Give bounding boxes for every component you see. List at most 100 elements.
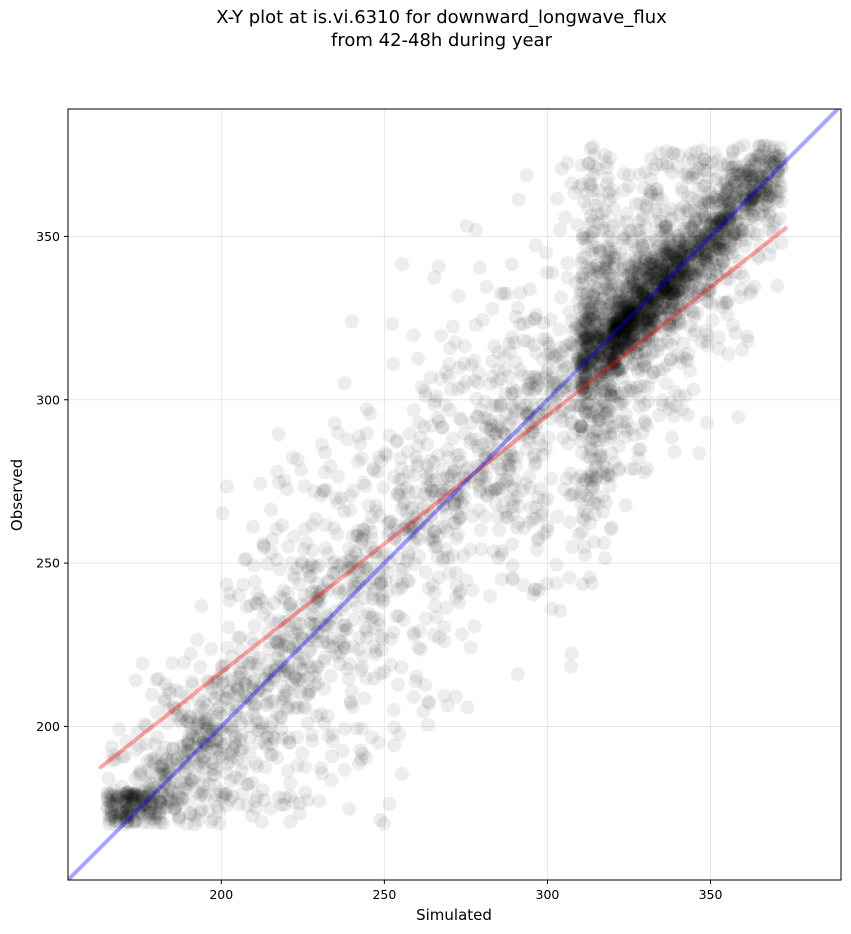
scatter-point bbox=[587, 352, 602, 367]
scatter-point bbox=[655, 393, 670, 407]
scatter-point bbox=[704, 227, 718, 242]
scatter-point bbox=[598, 551, 613, 566]
scatter-point bbox=[650, 295, 664, 310]
scatter-point bbox=[584, 386, 599, 401]
scatter-point bbox=[671, 268, 686, 283]
scatter-point bbox=[571, 180, 586, 195]
scatter-point bbox=[418, 678, 433, 692]
scatter-point bbox=[231, 680, 246, 695]
scatter-point bbox=[606, 381, 621, 396]
scatter-point bbox=[705, 243, 720, 258]
scatter-point bbox=[406, 403, 421, 418]
scatter-point bbox=[305, 733, 320, 748]
scatter-point bbox=[734, 223, 749, 238]
scatter-point bbox=[242, 730, 257, 745]
scatter-point bbox=[573, 354, 588, 369]
scatter-point bbox=[662, 401, 677, 416]
scatter-point bbox=[676, 199, 691, 214]
scatter-point bbox=[632, 259, 647, 274]
scatter-point bbox=[406, 328, 421, 343]
scatter-point bbox=[618, 279, 633, 294]
scatter-point bbox=[645, 320, 660, 335]
scatter-point bbox=[760, 195, 775, 209]
scatter-point bbox=[660, 334, 675, 349]
scatter-point bbox=[472, 472, 487, 487]
scatter-point bbox=[755, 165, 770, 180]
scatter-point bbox=[135, 807, 150, 822]
scatter-point bbox=[634, 315, 649, 330]
scatter-point bbox=[603, 245, 618, 260]
scatter-point bbox=[656, 267, 671, 282]
scatter-point bbox=[609, 315, 624, 330]
scatter-point bbox=[582, 295, 597, 310]
scatter-point bbox=[164, 754, 179, 769]
scatter-point bbox=[149, 751, 164, 766]
scatter-point bbox=[133, 764, 148, 778]
scatter-point bbox=[662, 318, 677, 333]
scatter-point bbox=[683, 244, 698, 259]
scatter-point bbox=[355, 721, 369, 736]
scatter-point bbox=[611, 295, 625, 310]
scatter-point bbox=[724, 209, 739, 224]
scatter-point bbox=[334, 602, 349, 617]
scatter-point bbox=[369, 504, 384, 519]
scatter-point bbox=[655, 269, 670, 284]
scatter-point bbox=[665, 286, 679, 301]
scatter-point bbox=[698, 227, 713, 242]
scatter-point bbox=[402, 426, 417, 441]
scatter-point bbox=[583, 216, 598, 231]
scatter-point bbox=[320, 709, 335, 723]
scatter-point bbox=[497, 362, 512, 377]
scatter-point bbox=[581, 311, 596, 326]
scatter-point bbox=[624, 289, 639, 304]
scatter-point bbox=[330, 527, 345, 542]
scatter-point bbox=[635, 238, 650, 253]
scatter-point bbox=[151, 671, 166, 686]
scatter-point bbox=[475, 312, 490, 327]
scatter-point bbox=[565, 324, 580, 338]
scatter-point bbox=[616, 166, 631, 181]
scatter-point bbox=[623, 324, 638, 339]
scatter-point bbox=[631, 303, 646, 318]
scatter-point bbox=[671, 245, 686, 260]
x-tick-label: 350 bbox=[699, 887, 723, 902]
scatter-point bbox=[304, 629, 319, 644]
scatter-point bbox=[584, 576, 599, 591]
scatter-point bbox=[632, 328, 647, 343]
scatter-point bbox=[690, 244, 705, 259]
scatter-point bbox=[604, 354, 619, 369]
scatter-point bbox=[596, 457, 611, 472]
scatter-point bbox=[364, 730, 379, 744]
scatter-point bbox=[421, 488, 436, 503]
scatter-point bbox=[113, 793, 128, 808]
scatter-point bbox=[519, 168, 534, 183]
scatter-point bbox=[342, 801, 357, 816]
scatter-point bbox=[655, 273, 670, 288]
scatter-point bbox=[567, 185, 582, 200]
scatter-point bbox=[583, 450, 598, 465]
scatter-point bbox=[410, 455, 425, 470]
scatter-point bbox=[121, 784, 136, 799]
scatter-point bbox=[535, 505, 550, 520]
scatter-point bbox=[590, 497, 605, 511]
scatter-point bbox=[441, 550, 456, 565]
scatter-point bbox=[399, 518, 414, 533]
scatter-point bbox=[157, 694, 172, 709]
scatter-point bbox=[744, 183, 759, 198]
scatter-point bbox=[683, 220, 698, 235]
scatter-point bbox=[623, 306, 637, 321]
scatter-point bbox=[617, 327, 632, 341]
scatter-point bbox=[496, 426, 510, 441]
scatter-point bbox=[685, 262, 700, 277]
scatter-point bbox=[651, 280, 666, 295]
scatter-point bbox=[179, 817, 194, 832]
scatter-point bbox=[679, 255, 694, 270]
scatter-point bbox=[579, 327, 594, 342]
scatter-point bbox=[687, 233, 702, 247]
scatter-point bbox=[574, 270, 589, 285]
scatter-point bbox=[608, 323, 623, 338]
scatter-point bbox=[343, 694, 358, 709]
scatter-point bbox=[584, 304, 599, 319]
scatter-point bbox=[541, 339, 556, 354]
scatter-point bbox=[183, 709, 198, 724]
